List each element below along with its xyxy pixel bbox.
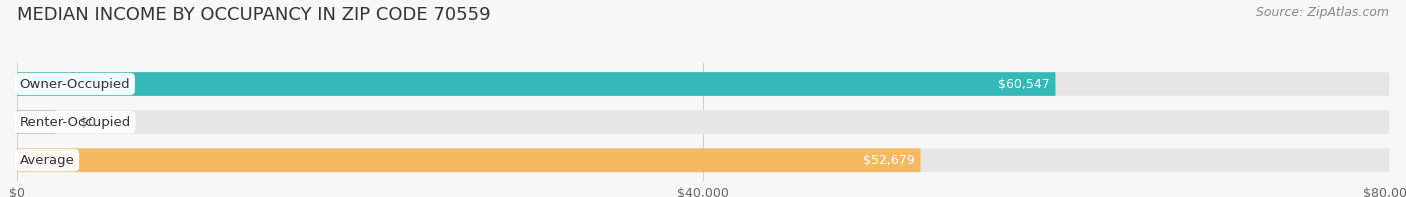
FancyBboxPatch shape bbox=[17, 72, 1056, 96]
FancyBboxPatch shape bbox=[17, 72, 1389, 96]
Text: MEDIAN INCOME BY OCCUPANCY IN ZIP CODE 70559: MEDIAN INCOME BY OCCUPANCY IN ZIP CODE 7… bbox=[17, 6, 491, 24]
Text: Average: Average bbox=[20, 154, 75, 167]
FancyBboxPatch shape bbox=[17, 149, 921, 172]
FancyBboxPatch shape bbox=[17, 110, 1389, 134]
Text: Owner-Occupied: Owner-Occupied bbox=[20, 77, 131, 90]
FancyBboxPatch shape bbox=[17, 110, 55, 134]
Text: $52,679: $52,679 bbox=[863, 154, 915, 167]
Text: Source: ZipAtlas.com: Source: ZipAtlas.com bbox=[1256, 6, 1389, 19]
Text: Renter-Occupied: Renter-Occupied bbox=[20, 116, 131, 129]
FancyBboxPatch shape bbox=[17, 149, 1389, 172]
Text: $60,547: $60,547 bbox=[998, 77, 1050, 90]
Text: $0: $0 bbox=[80, 116, 96, 129]
